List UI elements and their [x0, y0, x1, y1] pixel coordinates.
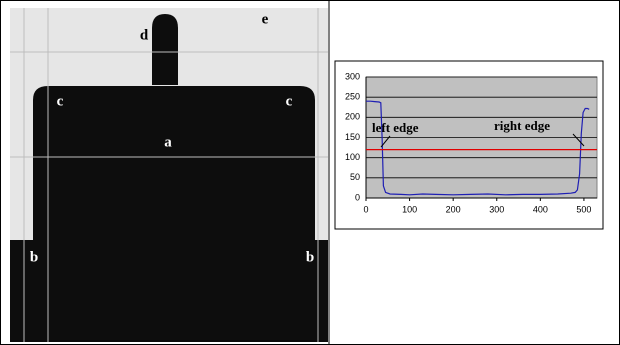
y-tick-label: 150	[345, 132, 360, 142]
x-tick-label: 200	[446, 204, 461, 214]
x-tick-label: 0	[363, 204, 368, 214]
x-tick-label: 100	[402, 204, 417, 214]
y-tick-label: 100	[345, 152, 360, 162]
label: a	[164, 134, 172, 150]
chart: 0 50 100 150 200 250 300 0 100 200 300 400 500 left e…	[345, 71, 597, 214]
label: b	[30, 249, 38, 265]
label: c	[286, 93, 293, 109]
y-tick-label: 0	[355, 192, 360, 202]
label: c	[57, 93, 64, 109]
label: b	[306, 249, 314, 265]
y-tick-label: 250	[345, 92, 360, 102]
photo: a b b c c d e	[10, 8, 328, 342]
y-tick-label: 50	[350, 172, 360, 182]
x-tick-label: 300	[489, 204, 504, 214]
label: e	[262, 11, 269, 27]
annotation: left edge	[372, 120, 419, 135]
x-tick-label: 400	[533, 204, 548, 214]
pin	[152, 14, 178, 85]
annotation: right edge	[494, 118, 550, 133]
figure-canvas: a b b c c d e 0 50 100 150 200 250 300 0 100 200 3…	[0, 0, 620, 345]
x-tick-label: 500	[576, 204, 591, 214]
label: d	[140, 27, 149, 43]
body-silhouette	[10, 86, 328, 342]
y-tick-label: 200	[345, 112, 360, 122]
figure: a b b c c d e 0 50 100 150 200 250 300 0 100 200 3…	[0, 0, 620, 345]
y-tick-label: 300	[345, 71, 360, 81]
